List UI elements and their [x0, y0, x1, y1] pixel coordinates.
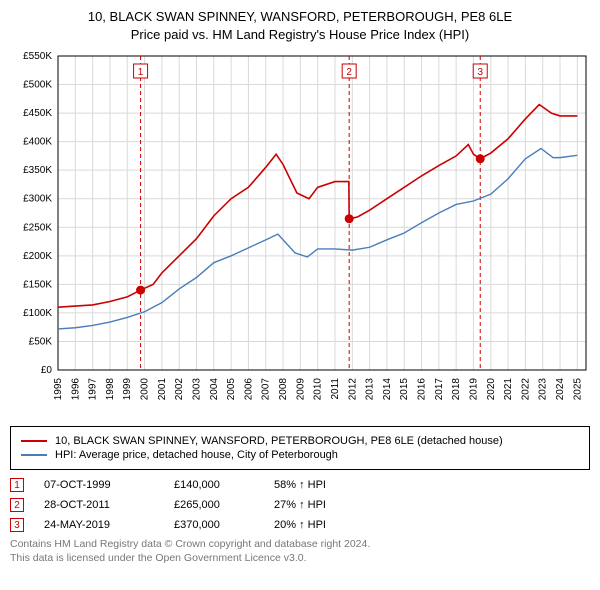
- svg-text:1995: 1995: [53, 378, 64, 401]
- svg-text:£150K: £150K: [23, 280, 52, 291]
- svg-text:1998: 1998: [105, 378, 116, 401]
- svg-text:1997: 1997: [88, 378, 99, 401]
- svg-text:£350K: £350K: [23, 166, 52, 177]
- legend-item: 10, BLACK SWAN SPINNEY, WANSFORD, PETERB…: [21, 435, 579, 447]
- chart-title: 10, BLACK SWAN SPINNEY, WANSFORD, PETERB…: [10, 8, 590, 44]
- svg-text:2008: 2008: [278, 378, 289, 401]
- legend-swatch-hpi: [21, 454, 47, 456]
- svg-text:1996: 1996: [70, 378, 81, 401]
- transaction-table: 1 07-OCT-1999 £140,000 58% ↑ HPI 2 28-OC…: [10, 478, 590, 532]
- tx-marker-3: 3: [10, 518, 24, 532]
- svg-text:2024: 2024: [555, 378, 566, 401]
- chart-svg: £0 £50K £100K £150K £200K £250K £300K £350K £400…: [10, 48, 590, 418]
- tx-price: £265,000: [174, 499, 254, 511]
- svg-text:2005: 2005: [226, 378, 237, 401]
- tx-marker-2: 2: [10, 498, 24, 512]
- svg-text:2015: 2015: [399, 378, 410, 401]
- svg-text:2013: 2013: [365, 378, 376, 401]
- svg-text:2023: 2023: [538, 378, 549, 401]
- tx-price: £370,000: [174, 519, 254, 531]
- svg-text:£50K: £50K: [29, 337, 53, 348]
- svg-text:2000: 2000: [140, 378, 151, 401]
- footnote-line: Contains HM Land Registry data © Crown c…: [10, 538, 590, 552]
- svg-text:£300K: £300K: [23, 194, 52, 205]
- svg-text:£450K: £450K: [23, 108, 52, 119]
- svg-text:£400K: £400K: [23, 137, 52, 148]
- title-line2: Price paid vs. HM Land Registry's House …: [10, 26, 590, 44]
- svg-text:2020: 2020: [486, 378, 497, 401]
- svg-text:1: 1: [138, 67, 144, 78]
- svg-text:2016: 2016: [417, 378, 428, 401]
- svg-text:2006: 2006: [243, 378, 254, 401]
- legend: 10, BLACK SWAN SPINNEY, WANSFORD, PETERB…: [10, 426, 590, 470]
- tx-date: 07-OCT-1999: [44, 479, 154, 491]
- svg-text:2012: 2012: [347, 378, 358, 401]
- tx-date: 28-OCT-2011: [44, 499, 154, 511]
- tx-pct: 27% ↑ HPI: [274, 499, 374, 511]
- tx-pct: 58% ↑ HPI: [274, 479, 374, 491]
- svg-text:2011: 2011: [330, 378, 341, 400]
- svg-text:2018: 2018: [451, 378, 462, 401]
- legend-swatch-property: [21, 440, 47, 442]
- footnote: Contains HM Land Registry data © Crown c…: [10, 538, 590, 565]
- tx-pct: 20% ↑ HPI: [274, 519, 374, 531]
- svg-text:£250K: £250K: [23, 223, 52, 234]
- svg-text:£500K: £500K: [23, 80, 52, 91]
- svg-text:2025: 2025: [572, 378, 583, 401]
- tx-price: £140,000: [174, 479, 254, 491]
- svg-text:2021: 2021: [503, 378, 514, 401]
- legend-item: HPI: Average price, detached house, City…: [21, 449, 579, 461]
- svg-text:2009: 2009: [295, 378, 306, 401]
- legend-label: 10, BLACK SWAN SPINNEY, WANSFORD, PETERB…: [55, 435, 503, 447]
- svg-text:2001: 2001: [157, 378, 168, 401]
- svg-text:2017: 2017: [434, 378, 445, 401]
- table-row: 3 24-MAY-2019 £370,000 20% ↑ HPI: [10, 518, 590, 532]
- tx-marker-1: 1: [10, 478, 24, 492]
- price-chart: £0 £50K £100K £150K £200K £250K £300K £350K £400…: [10, 48, 590, 418]
- svg-text:2022: 2022: [520, 378, 531, 401]
- table-row: 1 07-OCT-1999 £140,000 58% ↑ HPI: [10, 478, 590, 492]
- svg-text:£550K: £550K: [23, 51, 52, 62]
- svg-text:2: 2: [346, 67, 352, 78]
- svg-text:2007: 2007: [261, 378, 272, 401]
- svg-text:2019: 2019: [468, 378, 479, 401]
- svg-text:2014: 2014: [382, 378, 393, 401]
- svg-text:2003: 2003: [191, 378, 202, 401]
- table-row: 2 28-OCT-2011 £265,000 27% ↑ HPI: [10, 498, 590, 512]
- svg-text:2010: 2010: [313, 378, 324, 401]
- svg-text:2002: 2002: [174, 378, 185, 401]
- tx-date: 24-MAY-2019: [44, 519, 154, 531]
- svg-text:2004: 2004: [209, 378, 220, 401]
- svg-text:£0: £0: [41, 365, 53, 376]
- title-line1: 10, BLACK SWAN SPINNEY, WANSFORD, PETERB…: [10, 8, 590, 26]
- svg-text:£200K: £200K: [23, 251, 52, 262]
- svg-text:3: 3: [477, 67, 483, 78]
- svg-text:£100K: £100K: [23, 308, 52, 319]
- svg-text:1999: 1999: [122, 378, 133, 401]
- legend-label: HPI: Average price, detached house, City…: [55, 449, 338, 461]
- footnote-line: This data is licensed under the Open Gov…: [10, 552, 590, 566]
